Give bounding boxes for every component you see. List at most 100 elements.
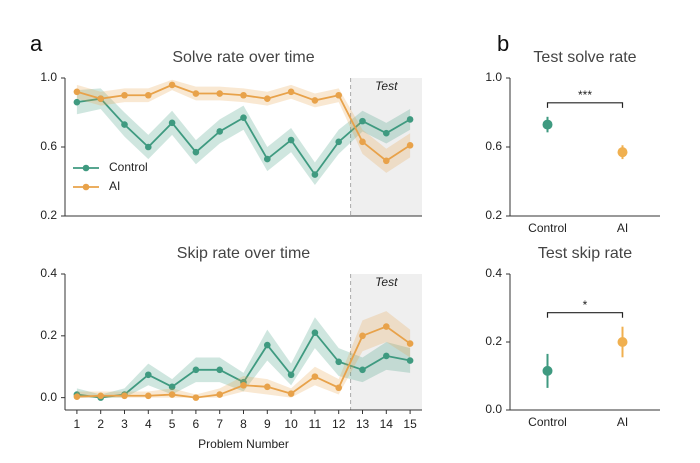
x-tick-label: AI — [617, 415, 628, 429]
x-tick-label: 5 — [169, 417, 176, 431]
data-point — [311, 373, 319, 380]
data-point — [617, 147, 628, 158]
data-point — [192, 394, 200, 401]
data-point — [287, 371, 295, 379]
data-point — [121, 392, 128, 400]
data-point — [97, 95, 104, 102]
data-point — [406, 141, 414, 149]
y-tick-label: 0.4 — [485, 266, 502, 280]
y-tick-label: 0.2 — [485, 208, 502, 222]
y-tick-label: 1.0 — [485, 70, 502, 84]
confidence-band — [76, 311, 411, 398]
data-point — [617, 337, 628, 347]
data-point — [168, 81, 176, 89]
y-tick-label: 0.0 — [485, 402, 502, 416]
x-tick-label: 12 — [332, 417, 346, 431]
x-tick-label: 4 — [145, 417, 152, 431]
chart-title: Test skip rate — [538, 245, 632, 262]
significance-label: * — [583, 298, 588, 312]
chart-title: Test solve rate — [533, 49, 636, 66]
test-label: Test — [375, 79, 398, 93]
x-tick-label: 8 — [240, 417, 247, 431]
data-point — [240, 114, 247, 121]
data-point — [264, 341, 271, 349]
significance-bracket — [546, 102, 624, 108]
confidence-band — [76, 79, 411, 173]
confidence-band — [76, 317, 411, 398]
legend-label: AI — [109, 179, 120, 193]
x-tick-label: 15 — [403, 417, 417, 431]
data-point — [216, 391, 223, 398]
x-tick-label: 10 — [284, 417, 298, 431]
data-point — [542, 365, 553, 376]
data-point — [383, 323, 390, 330]
chart-title: Skip rate over time — [177, 245, 310, 262]
legend-label: Control — [109, 160, 148, 174]
x-axis-label: Problem Number — [198, 437, 289, 451]
y-tick-label: 0.2 — [485, 334, 502, 348]
data-point — [145, 143, 152, 151]
panel-label: b — [497, 31, 509, 56]
y-tick-label: 0.4 — [40, 266, 57, 280]
data-point — [311, 97, 319, 104]
x-tick-label: 14 — [380, 417, 394, 431]
significance-label: *** — [578, 88, 592, 102]
data-point — [121, 91, 128, 99]
y-tick-label: 0.6 — [485, 139, 502, 153]
data-point — [240, 91, 247, 99]
data-point — [359, 138, 366, 146]
data-point — [335, 384, 343, 392]
data-point — [264, 95, 271, 102]
y-tick-label: 0.0 — [40, 390, 57, 404]
data-point — [359, 117, 366, 125]
x-tick-label: 2 — [97, 417, 104, 431]
x-tick-label: 3 — [121, 417, 128, 431]
data-point — [73, 88, 81, 96]
data-point — [264, 383, 271, 391]
data-point — [311, 329, 319, 337]
data-point — [359, 332, 366, 340]
data-point — [145, 371, 152, 379]
data-point — [168, 391, 176, 398]
data-point — [335, 91, 343, 99]
x-tick-label: Control — [528, 415, 567, 429]
legend-marker — [82, 164, 90, 172]
x-tick-label: AI — [617, 221, 628, 235]
data-point — [406, 340, 414, 347]
data-point — [73, 393, 81, 401]
data-point — [192, 148, 200, 156]
data-point — [335, 358, 343, 366]
x-tick-label: Control — [528, 221, 567, 235]
x-tick-label: 9 — [264, 417, 271, 431]
data-point — [359, 366, 366, 374]
data-point — [406, 357, 414, 364]
data-point — [287, 88, 295, 96]
data-point — [216, 366, 223, 374]
data-point — [73, 98, 81, 106]
data-point — [287, 390, 295, 397]
data-point — [406, 116, 414, 123]
significance-bracket — [546, 312, 624, 318]
data-point — [383, 129, 390, 137]
x-tick-label: 11 — [309, 417, 322, 431]
data-point — [145, 392, 152, 400]
data-point — [97, 392, 104, 400]
data-point — [168, 119, 176, 127]
x-tick-label: 13 — [356, 417, 370, 431]
data-point — [216, 90, 223, 97]
panel-label: a — [30, 31, 43, 56]
x-tick-label: 6 — [193, 417, 200, 431]
data-point — [264, 155, 271, 163]
confidence-band — [76, 88, 411, 185]
data-point — [287, 136, 295, 144]
y-tick-label: 0.2 — [40, 208, 57, 222]
data-point — [383, 352, 390, 360]
data-point — [192, 90, 200, 97]
data-point — [542, 119, 553, 130]
data-point — [383, 157, 390, 165]
test-label: Test — [375, 275, 398, 289]
data-point — [121, 121, 128, 128]
x-tick-label: 7 — [216, 417, 223, 431]
data-point — [311, 171, 319, 178]
